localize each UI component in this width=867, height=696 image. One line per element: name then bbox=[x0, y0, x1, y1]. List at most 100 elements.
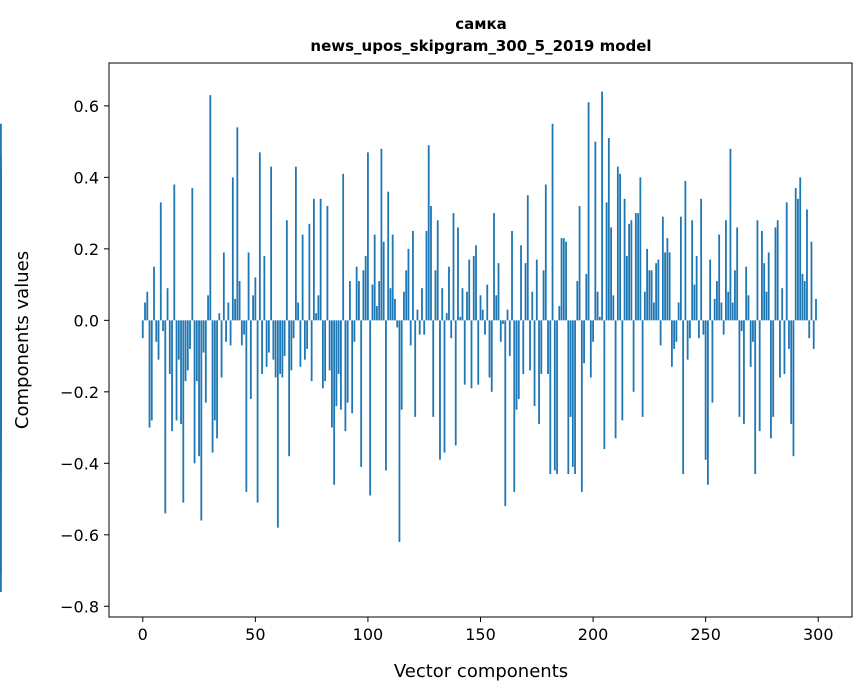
bar-117 bbox=[405, 270, 408, 321]
bar-258 bbox=[722, 320, 725, 335]
bar-274 bbox=[758, 320, 761, 432]
bar-34 bbox=[218, 313, 221, 321]
bar-98 bbox=[362, 270, 365, 321]
bar-222 bbox=[641, 320, 644, 417]
bar-255 bbox=[716, 281, 718, 321]
bar-30 bbox=[209, 95, 212, 321]
bar-12 bbox=[168, 320, 171, 374]
bar-209 bbox=[612, 295, 615, 321]
bar-1 bbox=[144, 302, 146, 321]
bar-252 bbox=[709, 259, 712, 321]
bar-177 bbox=[540, 320, 543, 374]
bar-undefined bbox=[0, 320, 2, 349]
bar-233 bbox=[666, 238, 669, 321]
bar-216 bbox=[628, 223, 630, 321]
bar-undefined bbox=[0, 320, 2, 592]
bar-143 bbox=[463, 320, 466, 385]
bar-124 bbox=[421, 288, 423, 321]
bar-136 bbox=[448, 266, 450, 321]
bar-264 bbox=[736, 227, 739, 321]
bar-77 bbox=[315, 313, 318, 321]
bar-92 bbox=[349, 281, 351, 321]
bar-223 bbox=[643, 291, 646, 321]
bar-280 bbox=[772, 320, 775, 417]
bar-29 bbox=[207, 295, 209, 321]
y-axis: −0.8 −0.6 −0.4 −0.2 0.0 0.2 0.4 0.6 bbox=[60, 97, 109, 616]
bar-115 bbox=[400, 320, 403, 410]
bar-277 bbox=[765, 291, 768, 321]
bar-4 bbox=[150, 320, 153, 421]
bar-151 bbox=[481, 309, 484, 321]
bar-224 bbox=[646, 248, 649, 321]
y-tick-label: −0.8 bbox=[60, 597, 99, 616]
bar-180 bbox=[547, 320, 549, 374]
bar-99 bbox=[364, 256, 367, 321]
bar-65 bbox=[288, 320, 291, 457]
bar-161 bbox=[504, 320, 507, 507]
bar-187 bbox=[562, 238, 565, 321]
bar-191 bbox=[571, 320, 574, 467]
y-tick-label: 0.2 bbox=[74, 240, 99, 259]
bar-125 bbox=[423, 320, 426, 335]
bar-76 bbox=[312, 198, 315, 321]
bar-87 bbox=[337, 320, 340, 374]
bar-140 bbox=[457, 227, 459, 321]
bar-55 bbox=[265, 320, 268, 367]
bar-71 bbox=[301, 234, 304, 321]
bar-8 bbox=[159, 202, 162, 321]
bar-63 bbox=[283, 320, 286, 357]
bar-204 bbox=[601, 91, 603, 321]
bar-93 bbox=[351, 320, 354, 414]
bar-202 bbox=[596, 291, 599, 321]
bar-88 bbox=[340, 320, 342, 410]
bar-181 bbox=[549, 320, 552, 475]
bar-238 bbox=[677, 302, 680, 321]
bar-175 bbox=[535, 259, 538, 321]
bar-266 bbox=[740, 320, 743, 332]
bar-138 bbox=[452, 213, 455, 321]
bar-272 bbox=[754, 320, 757, 475]
plot-area-frame bbox=[108, 62, 853, 618]
bar-256 bbox=[718, 234, 721, 321]
bar-291 bbox=[797, 198, 799, 321]
bar-105 bbox=[378, 281, 381, 321]
bar-43 bbox=[238, 281, 241, 321]
x-tick-label: 200 bbox=[578, 625, 609, 644]
bar-130 bbox=[434, 270, 437, 321]
bar-41 bbox=[234, 298, 236, 321]
bar-113 bbox=[396, 320, 399, 328]
bar-85 bbox=[333, 320, 336, 485]
bar-299 bbox=[815, 298, 817, 321]
bar-186 bbox=[560, 238, 563, 321]
bar-96 bbox=[358, 281, 360, 321]
bar-241 bbox=[684, 180, 687, 321]
bar-126 bbox=[425, 230, 428, 321]
bar-267 bbox=[743, 320, 745, 424]
bar-174 bbox=[533, 320, 536, 407]
bar-284 bbox=[781, 288, 784, 321]
bar-269 bbox=[747, 295, 750, 321]
bar-231 bbox=[661, 216, 664, 321]
bar-249 bbox=[702, 320, 705, 335]
bars-group bbox=[0, 91, 817, 592]
bar-227 bbox=[652, 302, 655, 321]
bar-213 bbox=[621, 320, 624, 421]
y-tick-label: −0.4 bbox=[60, 454, 99, 473]
bar-162 bbox=[506, 309, 509, 321]
bar-44 bbox=[240, 320, 243, 346]
bar-198 bbox=[587, 102, 590, 321]
bar-296 bbox=[808, 320, 811, 339]
bar-54 bbox=[263, 256, 266, 321]
bar-129 bbox=[432, 320, 435, 417]
bar-257 bbox=[720, 302, 723, 321]
bar-287 bbox=[788, 320, 790, 349]
bar-78 bbox=[317, 295, 320, 321]
y-tick-label: −0.6 bbox=[60, 526, 99, 545]
bar-74 bbox=[308, 223, 311, 321]
bar-122 bbox=[416, 309, 419, 321]
bar-38 bbox=[227, 302, 230, 321]
bar-270 bbox=[749, 320, 752, 367]
x-axis: 0 50 100 150 200 250 300 bbox=[138, 617, 834, 644]
bar-292 bbox=[799, 177, 802, 321]
